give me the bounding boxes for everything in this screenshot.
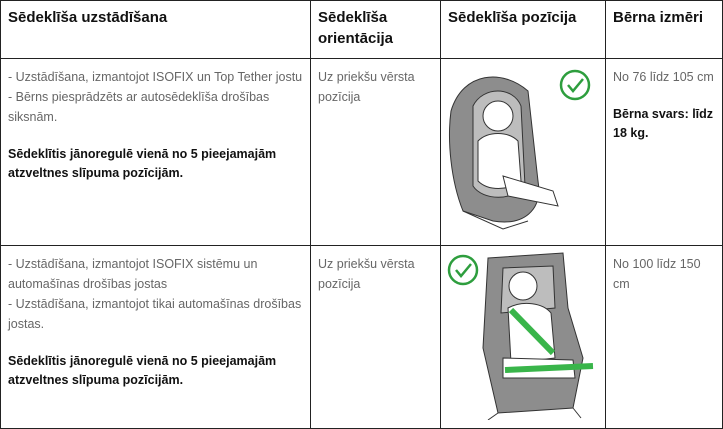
size-cell: No 100 līdz 150 cm [605,245,723,429]
installation-cell: - Uzstādīšana, izmantojot ISOFIX un Top … [0,58,311,246]
size: No 100 līdz 150 cm [613,257,701,291]
row: - Uzstādīšana, izmantojot ISOFIX un Top … [0,58,723,246]
note: Sēdeklītis jānoregulē vienā no 5 pieejam… [8,354,277,387]
row: - Uzstādīšana, izmantojot ISOFIX sistēmu… [0,245,723,429]
header-cell: Sēdeklīša pozīcija [440,0,606,59]
header-cell: Sēdeklīša uzstādīšana [0,0,311,59]
header-cell: Sēdeklīša orientācija [310,0,441,59]
header-row: Sēdeklīša uzstādīšana Sēdeklīša orientāc… [0,0,723,59]
header-cell: Bērna izmēri [605,0,723,59]
orientation-cell: Uz priekšu vērsta pozīcija [310,58,441,246]
orientation: Uz priekšu vērsta pozīcija [318,257,415,291]
size-cell: No 76 līdz 105 cm Bērna svars: līdz 18 k… [605,58,723,246]
installation-cell: - Uzstādīšana, izmantojot ISOFIX sistēmu… [0,245,311,429]
seat-illustration [447,252,594,421]
orientation: Uz priekšu vērsta pozīcija [318,70,415,104]
image-cell [440,58,606,246]
installation-line: - Uzstādīšana, izmantojot ISOFIX sistēmu… [8,257,258,291]
orientation-cell: Uz priekšu vērsta pozīcija [310,245,441,429]
seat-illustration [449,69,591,230]
note: Sēdeklītis jānoregulē vienā no 5 pieejam… [8,147,277,180]
installation-line: - Uzstādīšana, izmantojot ISOFIX un Top … [8,70,303,84]
weight: Bērna svars: līdz 18 kg. [613,107,714,140]
installation-line: - Uzstādīšana, izmantojot tikai automašī… [8,297,302,331]
image-cell [440,245,606,429]
installation-line: - Bērns piesprādzēts ar autosēdeklīša dr… [8,90,270,124]
size: No 76 līdz 105 cm [613,70,714,84]
